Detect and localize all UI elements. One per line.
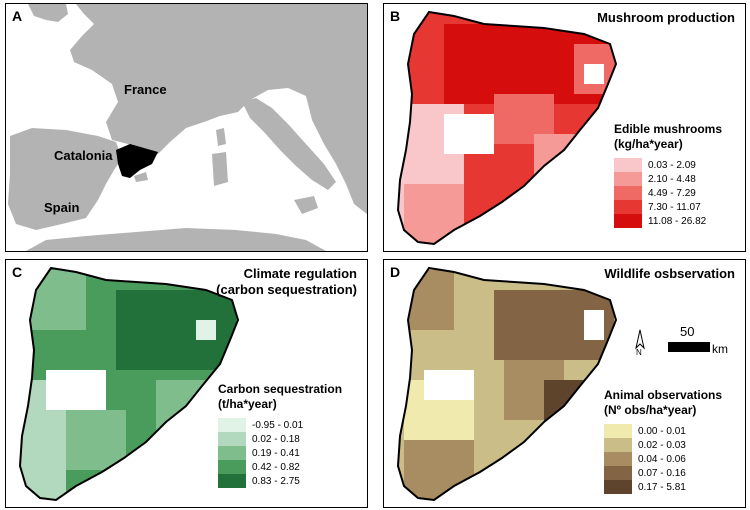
panel-a-location-map: A France Catalonia Spain bbox=[5, 3, 368, 252]
catalonia-outline bbox=[18, 266, 240, 502]
catalonia-region bbox=[116, 144, 158, 178]
location-map-svg bbox=[6, 4, 367, 251]
legend-swatch bbox=[218, 418, 246, 432]
legend-row: 0.19 - 0.41 bbox=[218, 446, 342, 460]
panel-title: Climate regulation (carbon sequestration… bbox=[216, 266, 357, 298]
legend-swatch bbox=[218, 432, 246, 446]
legend-label: 7.30 - 11.07 bbox=[648, 201, 701, 213]
legend-label: 0.83 - 2.75 bbox=[252, 475, 300, 487]
legend-label: 0.42 - 0.82 bbox=[252, 461, 300, 473]
sicily bbox=[294, 196, 318, 214]
legend-title: Edible mushrooms (kg/ha*year) bbox=[614, 122, 722, 152]
panel-c-carbon-map: C Climate regulation (carbon sequestrati… bbox=[5, 259, 368, 508]
legend-swatch bbox=[614, 172, 642, 186]
panel-title-line-1: Climate regulation bbox=[243, 266, 357, 281]
europe-landmass bbox=[70, 4, 367, 154]
wildlife-map-svg bbox=[396, 266, 618, 502]
legend: Animal observations (Nº obs/ha*year) 0.0… bbox=[604, 388, 722, 494]
legend-label: 0.04 - 0.06 bbox=[638, 453, 686, 465]
legend-swatch bbox=[218, 446, 246, 460]
legend-swatch bbox=[614, 200, 642, 214]
legend-title-line-1: Carbon sequestration bbox=[218, 382, 343, 396]
sardinia bbox=[212, 152, 228, 186]
legend-label: 0.00 - 0.01 bbox=[638, 425, 686, 437]
legend-row: 0.00 - 0.01 bbox=[604, 424, 722, 438]
balkans-landmass bbox=[306, 74, 367, 214]
carbon-map-svg bbox=[18, 266, 240, 502]
catalonia-outline bbox=[396, 10, 618, 246]
legend-swatch bbox=[604, 480, 632, 494]
mushroom-map-svg bbox=[396, 10, 618, 246]
legend-row: 0.17 - 5.81 bbox=[604, 480, 722, 494]
legend-row: 0.02 - 0.03 bbox=[604, 438, 722, 452]
panel-b-mushroom-map: B Mushroom production Edible mushrooms (… bbox=[383, 3, 746, 252]
legend-swatch bbox=[604, 438, 632, 452]
legend-title: Animal observations (Nº obs/ha*year) bbox=[604, 388, 722, 418]
legend-title: Carbon sequestration (t/ha*year) bbox=[218, 382, 342, 412]
legend-label: 0.03 - 2.09 bbox=[648, 159, 696, 171]
legend-swatch bbox=[614, 186, 642, 200]
legend-label: 0.07 - 0.16 bbox=[638, 467, 686, 479]
legend-label: 0.02 - 0.03 bbox=[638, 439, 686, 451]
scale-bar: N 50 km bbox=[634, 322, 734, 362]
north-label: N bbox=[636, 348, 642, 357]
balearic-islands bbox=[134, 172, 148, 182]
legend-swatch bbox=[604, 452, 632, 466]
panel-title: Wildlife osbservation bbox=[604, 266, 735, 281]
legend-swatch bbox=[614, 214, 642, 228]
legend: Carbon sequestration (t/ha*year) -0.95 -… bbox=[218, 382, 342, 488]
legend-title-line-2: (t/ha*year) bbox=[218, 397, 277, 411]
legend-label: 4.49 - 7.29 bbox=[648, 187, 696, 199]
italy-landmass bbox=[242, 98, 336, 190]
legend-row: 2.10 - 4.48 bbox=[614, 172, 722, 186]
legend-row: 0.83 - 2.75 bbox=[218, 474, 342, 488]
panel-letter: A bbox=[12, 8, 23, 24]
panel-d-wildlife-map: D Wildlife osbservation N 50 km Animal o… bbox=[383, 259, 746, 508]
scalebar-value: 50 bbox=[680, 324, 695, 339]
catalonia-outline bbox=[396, 266, 618, 502]
legend: Edible mushrooms (kg/ha*year) 0.03 - 2.0… bbox=[614, 122, 722, 228]
legend-classes: 0.03 - 2.09 2.10 - 4.48 4.49 - 7.29 7.30… bbox=[614, 158, 722, 228]
corsica bbox=[216, 128, 226, 146]
legend-swatch bbox=[218, 460, 246, 474]
legend-swatch bbox=[218, 474, 246, 488]
legend-classes: 0.00 - 0.01 0.02 - 0.03 0.04 - 0.06 0.07… bbox=[604, 424, 722, 494]
panel-title-line-2: (carbon sequestration) bbox=[216, 282, 357, 297]
legend-label: 11.08 - 26.82 bbox=[648, 215, 707, 227]
legend-label: 0.19 - 0.41 bbox=[252, 447, 300, 459]
legend-classes: -0.95 - 0.01 0.02 - 0.18 0.19 - 0.41 0.4… bbox=[218, 418, 342, 488]
legend-title-line-2: (kg/ha*year) bbox=[614, 137, 683, 151]
legend-title-line-1: Edible mushrooms bbox=[614, 122, 723, 136]
panel-letter: B bbox=[390, 8, 401, 24]
legend-row: 11.08 - 26.82 bbox=[614, 214, 722, 228]
north-arrow-icon bbox=[635, 329, 710, 352]
legend-title-line-1: Animal observations bbox=[604, 388, 723, 402]
legend-swatch bbox=[614, 158, 642, 172]
north-africa-landmass bbox=[26, 228, 326, 251]
iberia-landmass bbox=[8, 128, 122, 230]
panel-letter: D bbox=[390, 264, 401, 280]
legend-row: 0.04 - 0.06 bbox=[604, 452, 722, 466]
label-catalonia: Catalonia bbox=[54, 148, 113, 163]
legend-row: 7.30 - 11.07 bbox=[614, 200, 722, 214]
legend-row: 0.02 - 0.18 bbox=[218, 432, 342, 446]
legend-swatch bbox=[604, 466, 632, 480]
legend-row: 4.49 - 7.29 bbox=[614, 186, 722, 200]
legend-label: 0.17 - 5.81 bbox=[638, 481, 686, 493]
legend-title-line-2: (Nº obs/ha*year) bbox=[604, 403, 697, 417]
label-spain: Spain bbox=[44, 200, 80, 215]
legend-row: 0.42 - 0.82 bbox=[218, 460, 342, 474]
panel-letter: C bbox=[12, 264, 23, 280]
britain-landmass bbox=[28, 4, 68, 22]
label-france: France bbox=[124, 82, 167, 97]
legend-row: -0.95 - 0.01 bbox=[218, 418, 342, 432]
panel-title: Mushroom production bbox=[597, 10, 735, 25]
legend-row: 0.07 - 0.16 bbox=[604, 466, 722, 480]
legend-label: 2.10 - 4.48 bbox=[648, 173, 696, 185]
legend-label: 0.02 - 0.18 bbox=[252, 433, 300, 445]
legend-label: -0.95 - 0.01 bbox=[252, 419, 304, 431]
scalebar-unit: km bbox=[712, 342, 728, 356]
legend-row: 0.03 - 2.09 bbox=[614, 158, 722, 172]
legend-swatch bbox=[604, 424, 632, 438]
